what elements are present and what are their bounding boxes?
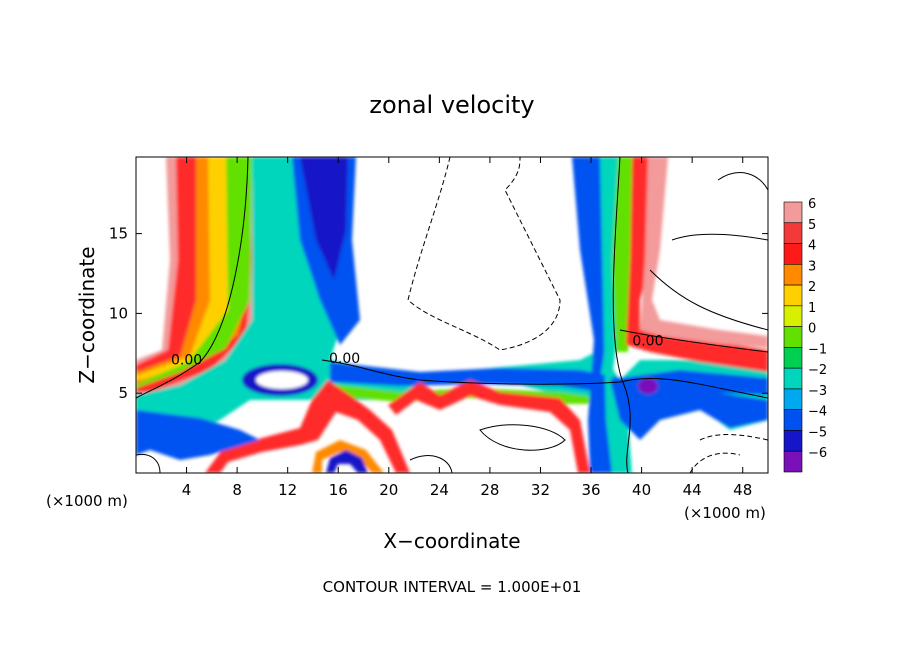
contour-label: 0.00 <box>632 333 663 349</box>
x-unit-right: (×1000 m) <box>684 504 766 522</box>
contour-lines <box>136 157 768 473</box>
y-tick-label: 5 <box>118 384 128 402</box>
colorbar-swatch <box>783 243 803 265</box>
x-tick-label: 12 <box>278 481 297 499</box>
colorbar-swatch <box>783 450 803 473</box>
colorbar-swatch <box>783 222 803 244</box>
colorbar-swatch <box>783 305 803 327</box>
x-tick-label: 24 <box>430 481 449 499</box>
x-unit-left: (×1000 m) <box>46 492 128 510</box>
x-tick-label: 16 <box>329 481 348 499</box>
colorbar-label: 1 <box>808 301 816 316</box>
colorbar-label: 3 <box>808 259 816 274</box>
x-tick-label: 32 <box>531 481 550 499</box>
x-tick-label: 48 <box>733 481 752 499</box>
colorbar-label: −2 <box>808 363 827 378</box>
central-darkblue-column <box>300 157 348 280</box>
x-tick-label: 8 <box>232 481 242 499</box>
y-tick-label: 10 <box>109 304 128 322</box>
x-tick-label: 4 <box>182 481 192 499</box>
colorbar-label: 6 <box>808 197 816 212</box>
colorbar-label: 4 <box>808 239 816 254</box>
colorbar-swatch <box>783 430 803 452</box>
colorbar-label: −5 <box>808 425 827 440</box>
colorbar-swatch <box>783 409 803 431</box>
bottom-arc-orange <box>312 440 384 473</box>
left-band-green <box>136 157 252 388</box>
contour-labels-layer: 0.00 0.00 0.00 <box>171 333 664 368</box>
colorbar-label: −3 <box>808 384 827 399</box>
x-tick-label: 20 <box>379 481 398 499</box>
colorbar-label: −1 <box>808 342 827 357</box>
contour-dashed <box>407 157 768 473</box>
contour-interval-note: CONTOUR INTERVAL = 1.000E+01 <box>323 578 582 596</box>
y-tick-label: 15 <box>109 225 128 243</box>
left-lower-blue <box>136 410 260 460</box>
x-tick-label: 44 <box>683 481 702 499</box>
colorbar-swatch <box>783 347 803 369</box>
x-tick-label: 40 <box>632 481 651 499</box>
right-lower-eddy <box>638 378 658 394</box>
x-tick-label: 28 <box>480 481 499 499</box>
x-tick-label: 36 <box>581 481 600 499</box>
colorbar-label: −6 <box>808 446 827 461</box>
plot-frame <box>135 156 769 474</box>
y-axis-label: Z−coordinate <box>75 246 99 383</box>
y-axis: 5 10 15 <box>109 225 768 402</box>
colorbar-swatch <box>783 284 803 307</box>
colorbar: 6 5 4 3 2 1 0 −1 −2 −3 −4 −5 −6 <box>783 197 827 473</box>
mid-red-wave <box>388 380 590 473</box>
colorbar-label: 2 <box>808 280 816 295</box>
contour-label: 0.00 <box>329 351 360 367</box>
x-axis-label: X−coordinate <box>383 529 520 553</box>
colorbar-swatch <box>783 388 803 410</box>
colorbar-swatch <box>783 264 803 286</box>
colorbar-swatch <box>783 326 803 348</box>
colorbar-swatch <box>783 367 803 390</box>
chart-title: zonal velocity <box>369 91 534 119</box>
x-axis: 4 8 12 16 20 24 28 32 36 40 44 48 <box>182 157 752 499</box>
colorbar-label: −4 <box>808 405 827 420</box>
contour-label: 0.00 <box>171 352 202 368</box>
bottom-arc-red <box>205 380 410 473</box>
bottom-arc-blue <box>326 450 368 473</box>
white-eddy <box>256 371 308 389</box>
colorbar-label: 0 <box>808 322 816 337</box>
colorbar-label: 5 <box>808 218 816 233</box>
plot-area: 0.00 0.00 0.00 <box>136 157 768 473</box>
colorbar-swatch <box>783 201 803 224</box>
right-band-pink <box>640 157 768 348</box>
